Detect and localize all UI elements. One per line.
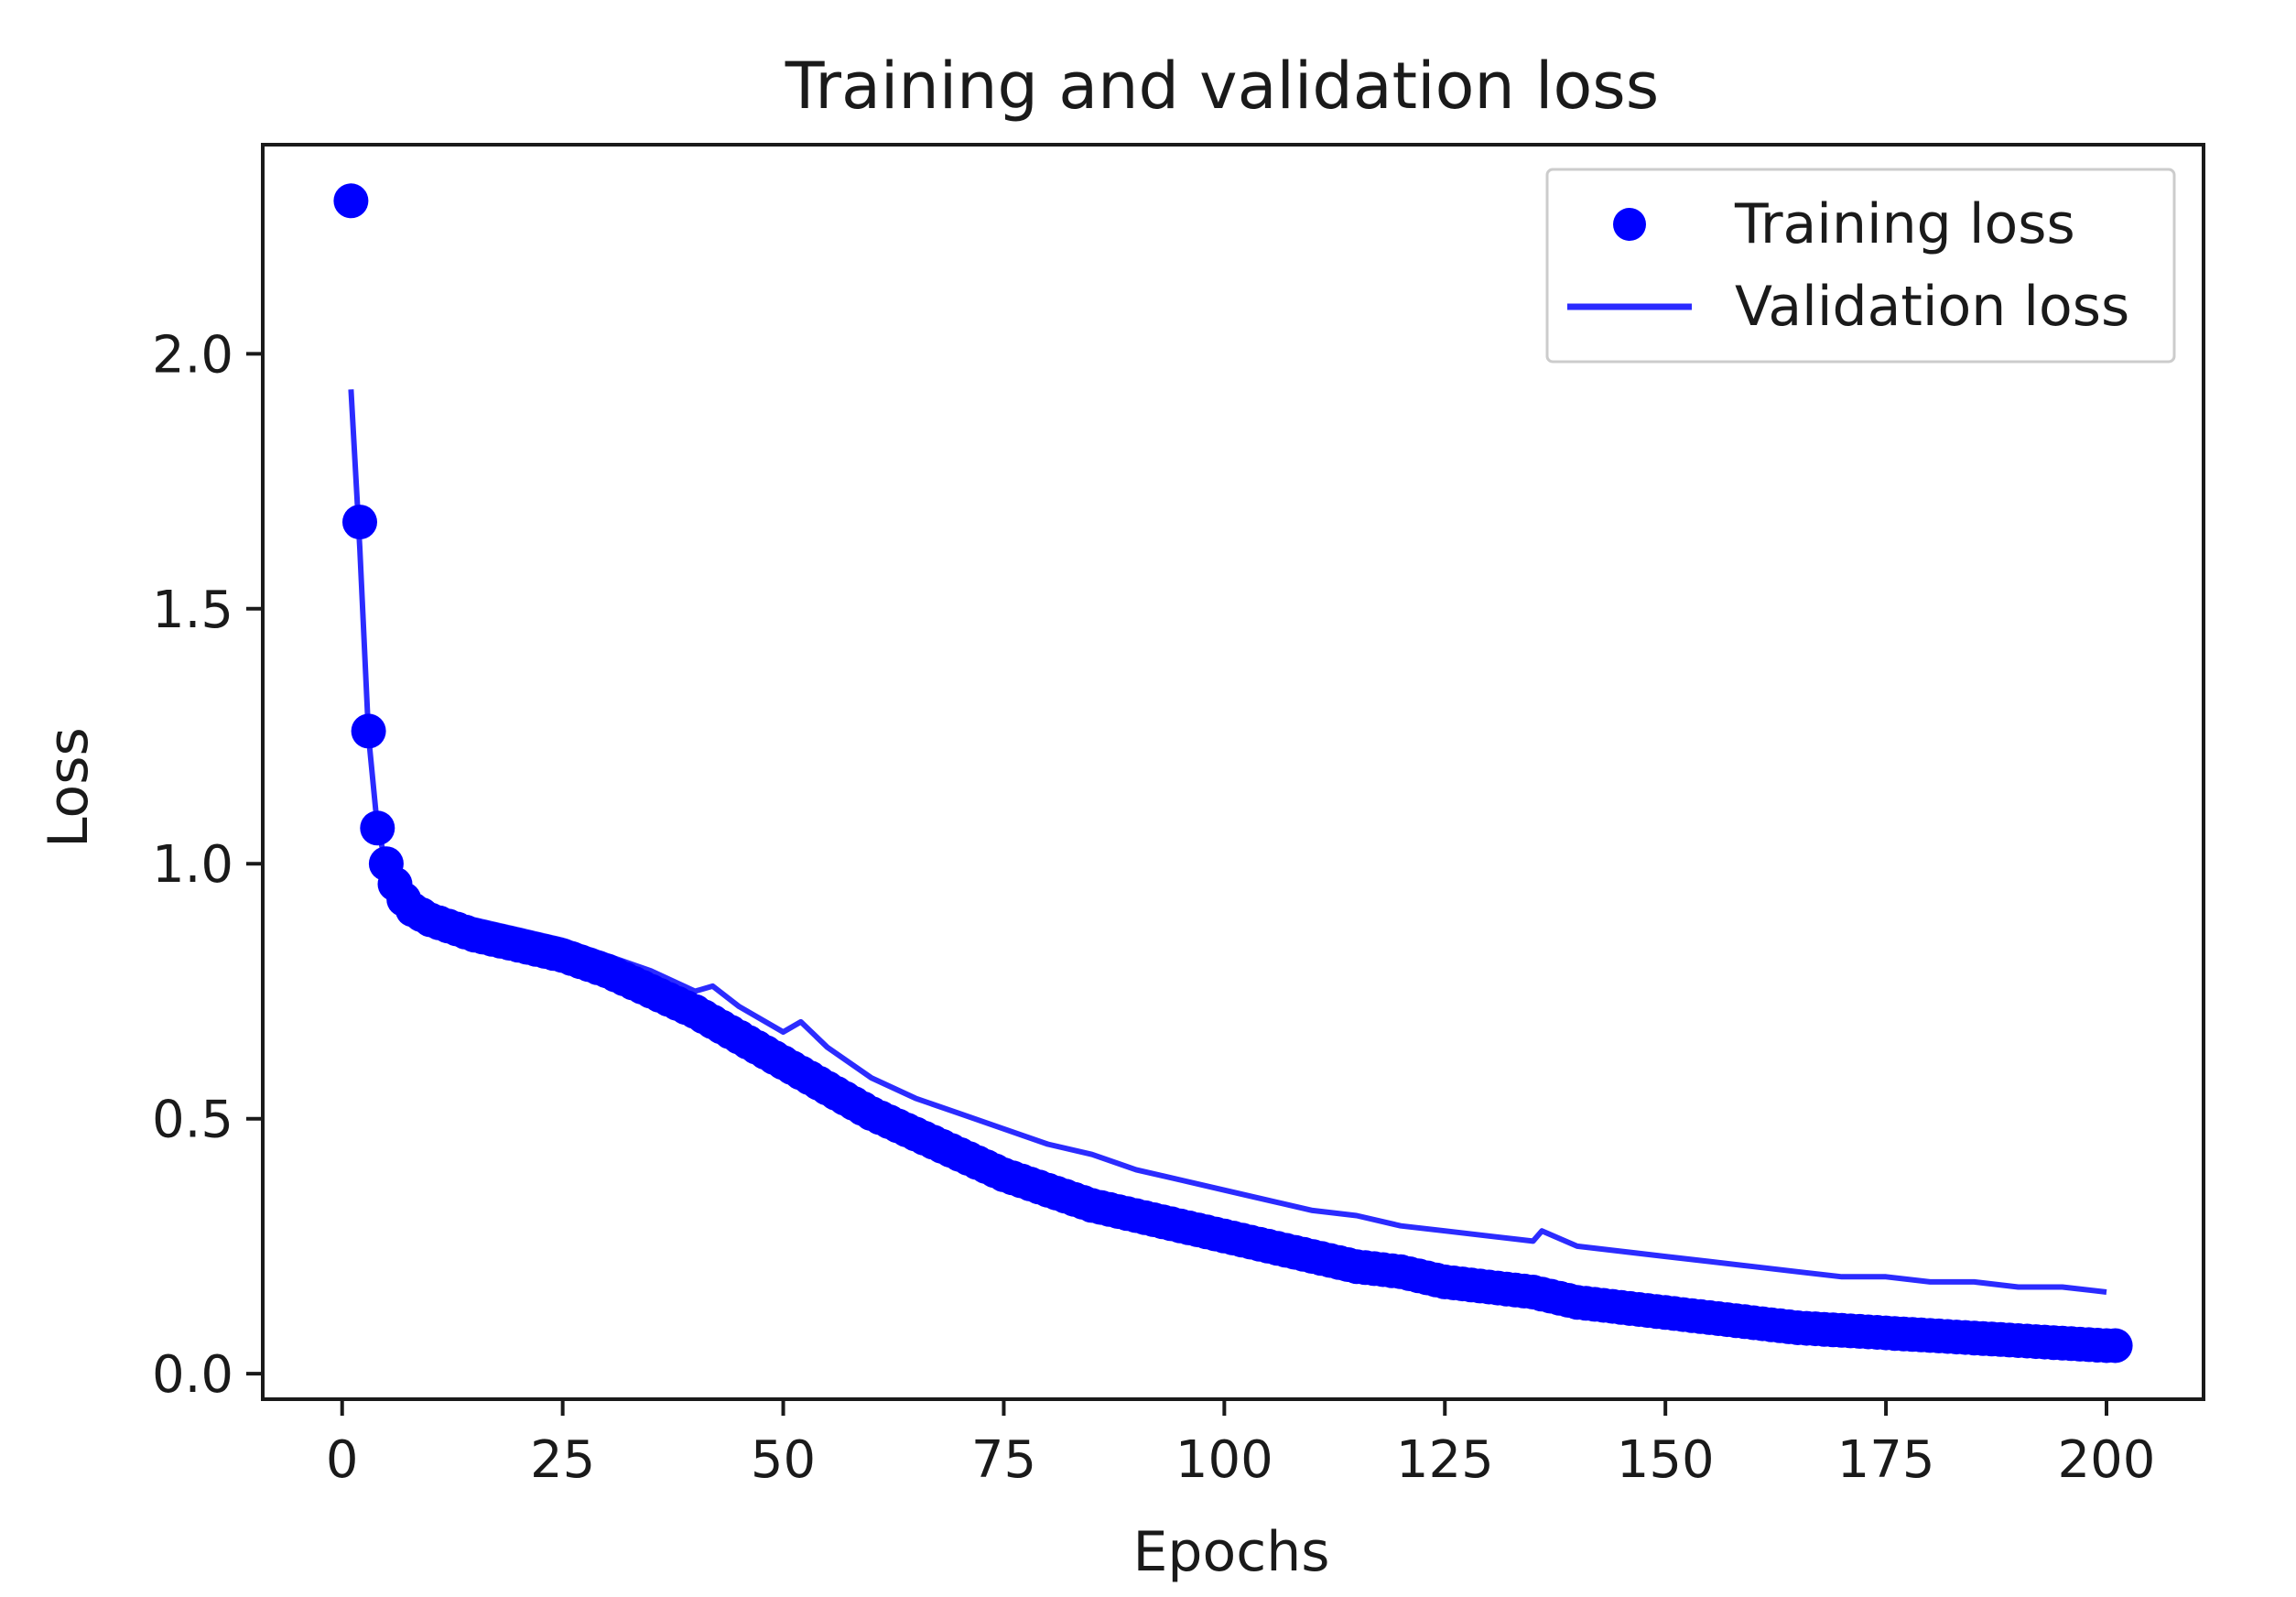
legend-frame (1545, 168, 2176, 364)
training-loss-point (351, 713, 386, 749)
y-axis-label: Loss (37, 727, 101, 848)
x-tick-label: 175 (1837, 1430, 1935, 1490)
legend-validation-label: Validation loss (1735, 275, 2129, 339)
plot-marks (333, 183, 2133, 1363)
legend-training-marker (1613, 208, 1646, 241)
plot-frame (261, 143, 2205, 1401)
y-tick-label: 0.5 (152, 1091, 233, 1150)
y-axis: 0.0 0.5 1.0 1.5 2.0 (152, 325, 263, 1405)
legend-training-label: Training loss (1734, 192, 2075, 256)
training-loss-point (333, 183, 369, 219)
y-tick-label: 1.5 (152, 581, 233, 640)
y-tick-label: 2.0 (152, 325, 233, 385)
y-tick-label: 1.0 (152, 835, 233, 895)
training-loss-point (342, 505, 377, 540)
x-tick-label: 150 (1617, 1430, 1715, 1490)
x-tick-label: 125 (1396, 1430, 1494, 1490)
x-tick-label: 50 (751, 1430, 816, 1490)
x-tick-label: 100 (1175, 1430, 1273, 1490)
y-tick-label: 0.0 (152, 1345, 233, 1405)
x-tick-label: 25 (530, 1430, 595, 1490)
x-axis: 0 25 50 75 100 125 150 175 200 (326, 1399, 2156, 1490)
training-loss-point (360, 810, 395, 846)
x-axis-label: Epochs (1133, 1520, 1330, 1584)
x-tick-label: 200 (2058, 1430, 2156, 1490)
chart-title: Training and validation loss (785, 49, 1660, 124)
x-tick-label: 75 (971, 1430, 1036, 1490)
validation-loss-line (348, 389, 2107, 1295)
training-loss-point (2097, 1328, 2133, 1363)
x-tick-label: 0 (326, 1430, 359, 1490)
legend: Training loss Validation loss (1545, 168, 2176, 364)
